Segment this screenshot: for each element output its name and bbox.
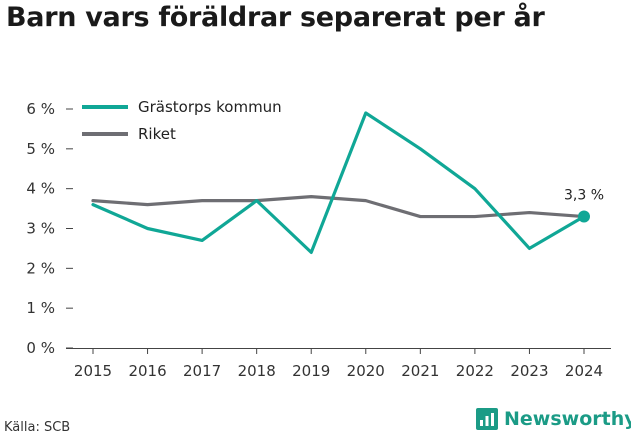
chart-title: Barn vars föräldrar separerat per år [6, 2, 545, 33]
x-tick-label: 2017 [183, 362, 221, 380]
legend-label: Grästorps kommun [138, 98, 282, 116]
x-axis: 2015 2016 2017 2018 2019 2020 2021 2022 2023 2024 [66, 348, 611, 380]
x-tick-label: 2015 [74, 362, 112, 380]
newsworthy-icon [476, 408, 498, 430]
x-tick-label: 2016 [128, 362, 166, 380]
y-tick-label: 5 % [26, 140, 55, 158]
brand-logo: Newsworthy [476, 408, 631, 430]
x-tick-label: 2020 [347, 362, 385, 380]
annotations: 3,3 % [564, 188, 604, 223]
series-line-0 [91, 111, 586, 254]
y-tick-label: 1 % [26, 299, 55, 317]
y-tick-label: 0 % [26, 339, 55, 357]
x-tick-label: 2018 [238, 362, 276, 380]
y-tick-label: 2 % [26, 259, 55, 277]
brand-name: Newsworthy [504, 408, 631, 430]
x-tick-label: 2023 [510, 362, 548, 380]
source-note: Källa: SCB [4, 420, 71, 435]
y-axis: 0 % 1 % 2 % 3 % 4 % 5 % 6 % [26, 100, 73, 357]
y-tick-label: 3 % [26, 220, 55, 238]
y-tick-label: 4 % [26, 180, 55, 198]
y-tick-label: 6 % [26, 100, 55, 118]
series-line-1 [91, 195, 586, 219]
x-tick-label: 2019 [292, 362, 330, 380]
end-point-marker [578, 210, 590, 223]
legend: Grästorps kommun Riket [82, 98, 282, 143]
legend-label: Riket [138, 125, 176, 143]
x-tick-label: 2022 [456, 362, 494, 380]
x-tick-label: 2024 [565, 362, 603, 380]
end-value-label: 3,3 % [564, 188, 604, 204]
series-lines [91, 111, 586, 254]
x-tick-label: 2021 [401, 362, 439, 380]
